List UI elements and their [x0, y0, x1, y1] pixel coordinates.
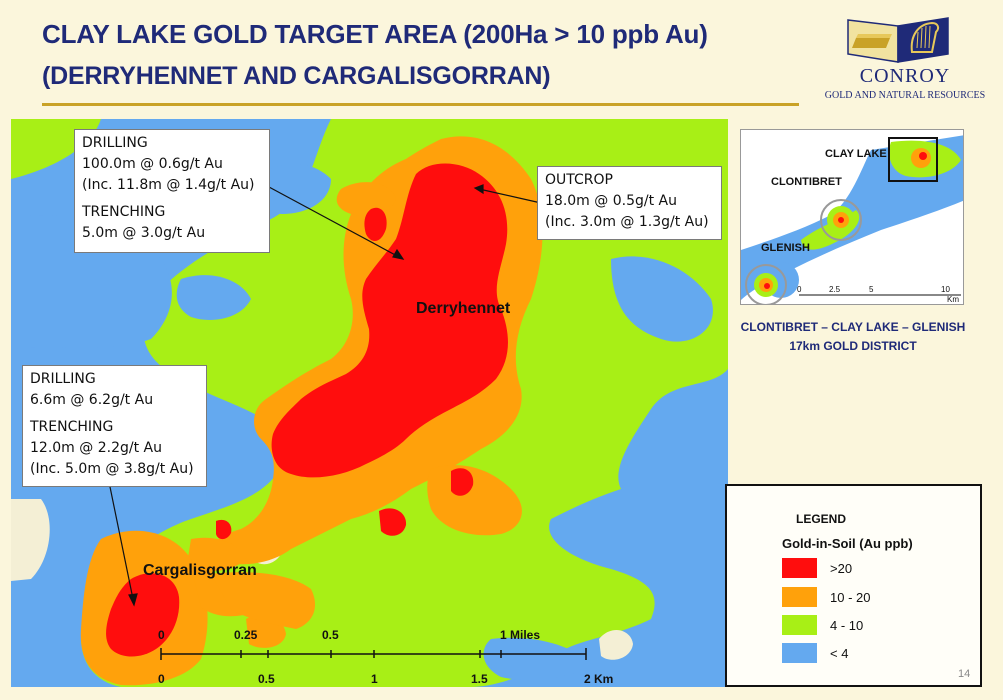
book-harp-icon: [847, 17, 949, 63]
inset-scale-25: 2.5: [829, 285, 841, 294]
legend-subtitle: Gold-in-Soil (Au ppb): [782, 536, 913, 551]
scale-miles-1: 1 Miles: [500, 628, 541, 642]
place-derryhennet: Derryhennet: [416, 300, 511, 317]
callout-outcrop: OUTCROP 18.0m @ 0.5g/t Au (Inc. 3.0m @ 1…: [537, 166, 722, 240]
callout-line: DRILLING: [82, 135, 148, 151]
scale-km-1: 1: [371, 672, 378, 686]
legend-swatch: [782, 587, 817, 607]
scale-miles-05: 0.5: [322, 628, 339, 642]
callout-line: 5.0m @ 3.0g/t Au: [82, 225, 206, 241]
logo-name: CONROY: [859, 65, 951, 87]
legend-label: 10 - 20: [830, 590, 871, 605]
legend-label: 4 - 10: [830, 618, 864, 633]
inset-scale-10: 10: [941, 285, 950, 294]
callout-line: TRENCHING: [30, 419, 114, 435]
legend-swatch: [782, 615, 817, 635]
scale-km-0: 0: [158, 672, 165, 686]
legend-swatch: [782, 558, 817, 578]
inset-scale-unit: Km: [947, 295, 959, 304]
page-title: CLAY LAKE GOLD TARGET AREA (200Ha > 10 p…: [42, 19, 708, 49]
inset-label-claylake: CLAY LAKE: [825, 148, 887, 160]
inset-label-clontibret: CLONTIBRET: [771, 176, 842, 188]
callout-line: 6.6m @ 6.2g/t Au: [30, 392, 154, 408]
callout-line: 18.0m @ 0.5g/t Au: [545, 193, 677, 209]
zone-lt4-pockets: [176, 164, 713, 681]
scale-km-2: 2 Km: [584, 672, 614, 686]
district-caption-1: CLONTIBRET – CLAY LAKE – GLENISH: [740, 320, 966, 334]
inset-scale-0: 0: [797, 285, 802, 294]
callout-line: OUTCROP: [545, 172, 613, 188]
inset-map: CLAY LAKE CLONTIBRET GLENISH 0 2.5 5 10 …: [740, 129, 964, 305]
page-subtitle: (DERRYHENNET AND CARGALISGORRAN): [42, 62, 551, 90]
inset-scale-5: 5: [869, 285, 874, 294]
callout-line: TRENCHING: [82, 204, 166, 220]
district-caption-2: 17km GOLD DISTRICT: [789, 339, 917, 353]
scale-km-15: 1.5: [471, 672, 488, 686]
conroy-logo: CONROY GOLD AND NATURAL RESOURCES: [820, 8, 990, 104]
callout-line: 100.0m @ 0.6g/t Au: [82, 156, 223, 172]
callout-line: 12.0m @ 2.2g/t Au: [30, 440, 162, 456]
callout-line: (Inc. 11.8m @ 1.4g/t Au): [82, 177, 255, 193]
inset-label-glenish: GLENISH: [761, 242, 810, 254]
scale-miles-025: 0.25: [234, 628, 258, 642]
inset-map-graphic: [741, 130, 963, 304]
zone-gt20: [106, 163, 508, 657]
page-number: 14: [958, 668, 971, 680]
title-divider: [42, 103, 799, 106]
scale-bar: [160, 648, 587, 660]
callout-line: (Inc. 3.0m @ 1.3g/t Au): [545, 214, 709, 230]
callout-line: (Inc. 5.0m @ 3.8g/t Au): [30, 461, 194, 477]
callout-drilling-south: DRILLING 6.6m @ 6.2g/t Au TRENCHING 12.0…: [22, 365, 207, 487]
scale-miles-0: 0: [158, 628, 165, 642]
legend-title: LEGEND: [796, 512, 847, 526]
legend-label: >20: [830, 561, 853, 576]
scale-km-05: 0.5: [258, 672, 275, 686]
callout-drilling-north: DRILLING 100.0m @ 0.6g/t Au (Inc. 11.8m …: [74, 129, 270, 253]
callout-line: DRILLING: [30, 371, 96, 387]
legend-label: < 4: [830, 646, 849, 661]
callout-arrows: [108, 184, 542, 607]
legend-swatch: [782, 643, 817, 663]
place-cargalisgorran: Cargalisgorran: [143, 562, 257, 579]
logo-subtitle: GOLD AND NATURAL RESOURCES: [824, 90, 986, 101]
legend: LEGEND Gold-in-Soil (Au ppb) >20 10 - 20…: [725, 484, 982, 687]
